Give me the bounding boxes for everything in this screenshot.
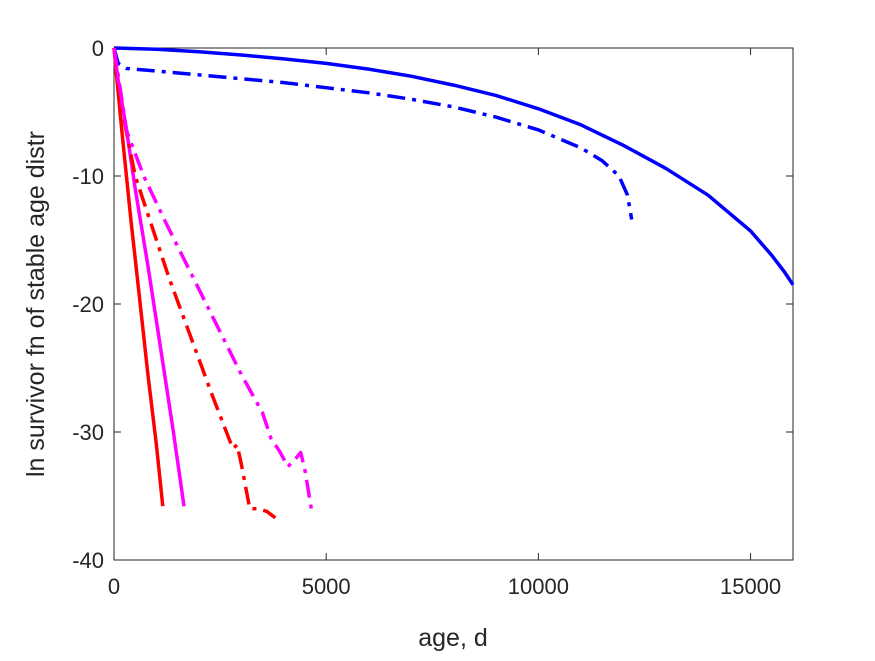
- y-tick-label: -20: [72, 292, 104, 317]
- plot-area: [113, 47, 794, 561]
- x-tick-label: 5000: [302, 574, 351, 599]
- series-line-1: [113, 46, 795, 286]
- y-tick-label: 0: [92, 36, 104, 61]
- series-line-3: [112, 47, 165, 507]
- y-axis-label: ln survivor fn of stable age distr: [22, 131, 50, 477]
- x-tick-label: 10000: [508, 574, 569, 599]
- y-tick-label: -40: [72, 548, 104, 573]
- y-tick-label: -10: [72, 164, 104, 189]
- ticks: 0 5000 10000 15000 0 -10 -20 -30 -40: [72, 36, 793, 599]
- series-line-6: [112, 47, 314, 510]
- x-axis-label: age, d: [418, 624, 488, 652]
- y-tick-label: -30: [72, 420, 104, 445]
- x-tick-label: 0: [108, 574, 120, 599]
- x-tick-label: 15000: [720, 574, 781, 599]
- series-lines: [112, 46, 795, 520]
- series-line-2: [112, 47, 634, 220]
